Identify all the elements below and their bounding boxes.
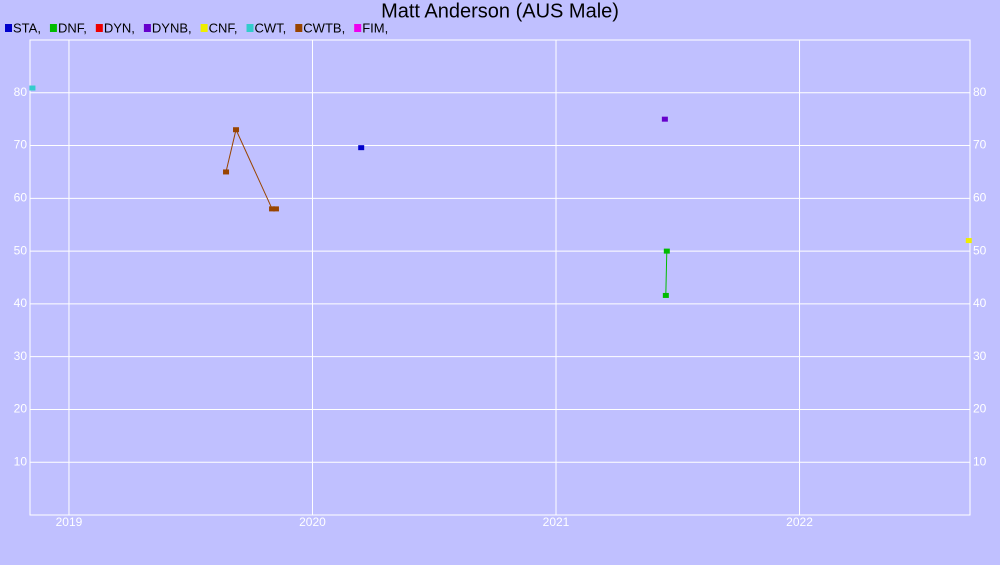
y-tick-label: 60 — [14, 191, 28, 205]
legend-swatch — [200, 24, 208, 32]
x-tick-label: 2022 — [786, 515, 813, 529]
data-point — [661, 116, 668, 122]
y-tick-label: 70 — [14, 138, 28, 152]
y2-tick-label: 50 — [973, 243, 987, 257]
legend-label: DYN, — [104, 20, 135, 35]
series-line — [225, 128, 276, 210]
legend-label: CWT, — [255, 20, 287, 35]
data-point — [663, 248, 670, 254]
data-point — [358, 145, 365, 151]
y-tick-label: 30 — [14, 349, 28, 363]
x-tick-label: 2021 — [543, 515, 570, 529]
series-line — [665, 251, 668, 296]
y2-tick-label: 60 — [973, 191, 987, 205]
legend-label: DNF, — [58, 20, 87, 35]
legend-swatch — [354, 24, 362, 32]
legend-label: DYNB, — [152, 20, 192, 35]
legend-label: CNF, — [209, 20, 238, 35]
legend-label: STA, — [13, 20, 41, 35]
legend-swatch — [246, 24, 254, 32]
legend-swatch — [5, 24, 12, 32]
y-tick-label: 80 — [14, 85, 28, 99]
legend-swatch — [49, 24, 57, 32]
y2-tick-label: 40 — [973, 296, 987, 310]
x-tick-label: 2020 — [299, 515, 326, 529]
y-tick-label: 50 — [14, 243, 28, 257]
y2-tick-label: 70 — [973, 138, 987, 152]
data-point — [965, 238, 972, 244]
legend-label: CWTB, — [303, 20, 345, 35]
data-point — [223, 169, 230, 175]
x-tick-label: 2019 — [56, 515, 83, 529]
legend-label: FIM, — [362, 20, 388, 35]
data-point — [272, 206, 279, 212]
y-tick-label: 40 — [14, 296, 28, 310]
data-point — [29, 85, 36, 91]
y2-tick-label: 10 — [973, 454, 987, 468]
chart-title: Matt Anderson (AUS Male) — [381, 0, 619, 22]
y2-tick-label: 30 — [973, 349, 987, 363]
plot-frame — [29, 39, 971, 516]
y2-tick-label: 20 — [973, 402, 987, 416]
legend-swatch — [143, 24, 151, 32]
data-point — [662, 292, 669, 298]
y2-tick-label: 80 — [973, 85, 987, 99]
legend-swatch — [95, 24, 103, 32]
y-tick-label: 20 — [14, 402, 28, 416]
legend-swatch — [295, 24, 303, 32]
y-tick-label: 10 — [14, 454, 28, 468]
data-point — [233, 127, 240, 133]
data-point — [269, 206, 276, 212]
